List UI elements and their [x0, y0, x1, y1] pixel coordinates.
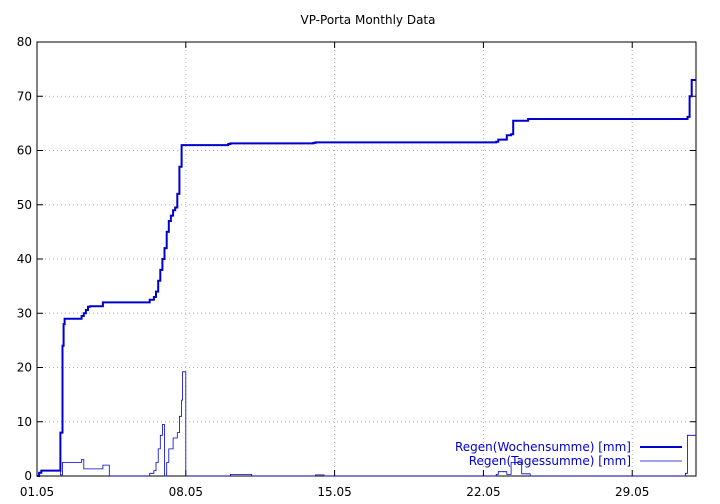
y-tick-label: 0 — [24, 469, 32, 483]
series-lines — [37, 79, 696, 477]
x-tick-label: 01.05 — [20, 485, 54, 499]
y-tick-label: 60 — [17, 144, 32, 158]
legend-label: Regen(Tagessumme) [mm] — [469, 454, 631, 468]
y-tick-label: 10 — [17, 415, 32, 429]
grid — [37, 42, 696, 476]
x-tick-label: 29.05 — [615, 485, 649, 499]
x-tick-label: 08.05 — [169, 485, 203, 499]
legend: Regen(Wochensumme) [mm]Regen(Tagessumme)… — [455, 440, 682, 468]
x-tick-label: 22.05 — [466, 485, 500, 499]
series-line-daily — [37, 371, 696, 477]
legend-label: Regen(Wochensumme) [mm] — [455, 440, 631, 454]
y-tick-label: 70 — [17, 89, 32, 103]
y-tick-label: 20 — [17, 361, 32, 375]
y-tick-label: 30 — [17, 306, 32, 320]
y-tick-label: 80 — [17, 35, 32, 49]
y-tick-label: 50 — [17, 198, 32, 212]
series-line-weekly — [37, 79, 696, 477]
y-tick-label: 40 — [17, 252, 32, 266]
chart-title: VP-Porta Monthly Data — [301, 13, 436, 27]
x-tick-label: 15.05 — [317, 485, 351, 499]
axes: 0 10 20 30 40 50 60 70 80 01.05 08.05 15.05 22.05 29.… — [17, 35, 697, 499]
